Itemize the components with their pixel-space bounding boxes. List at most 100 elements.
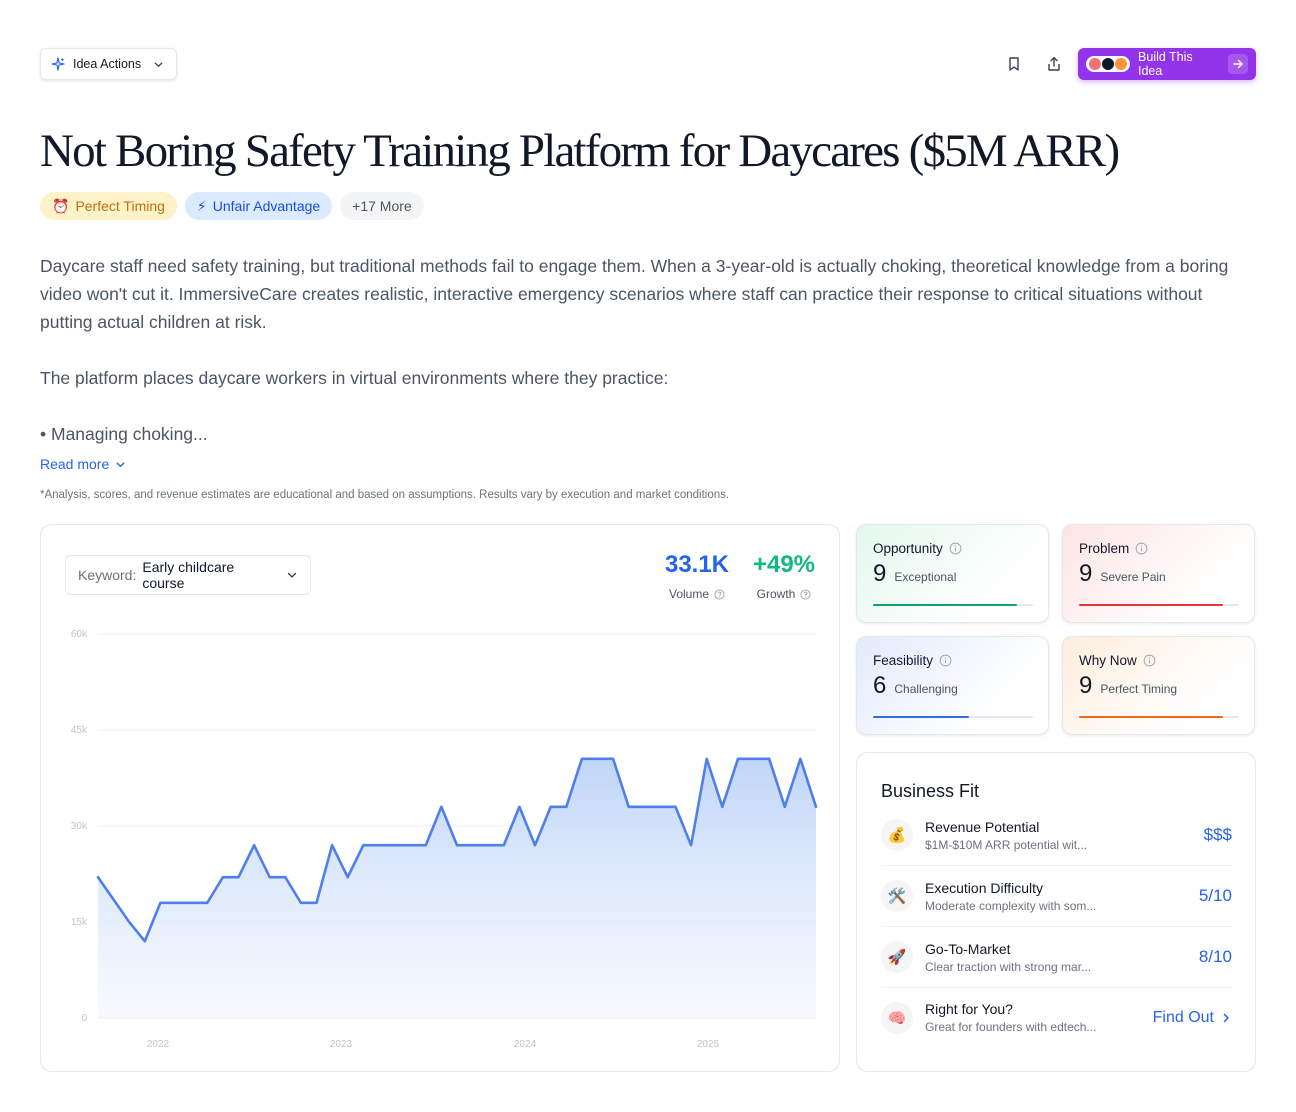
builder-logo-icon [1089,58,1101,70]
info-icon[interactable] [1143,654,1156,667]
disclaimer: *Analysis, scores, and revenue estimates… [40,489,730,501]
brain-icon: 🧠 [881,1001,913,1034]
row-subtitle: Moderate complexity with som... [925,898,1097,913]
x-tick-label: 2023 [330,1039,353,1050]
y-tick-label: 0 [81,1013,87,1024]
tag-label: Unfair Advantage [212,198,321,214]
tools-icon: 🛠️ [881,880,913,912]
idea-actions-button[interactable]: Idea Actions [40,48,178,80]
score-description: Severe Pain [1100,570,1166,584]
tag-label: Perfect Timing [75,198,165,214]
score-bar-fill [873,716,969,718]
build-this-idea-button[interactable]: Build This Idea [1078,48,1256,80]
score-bar-fill [1079,604,1223,606]
business-fit-card: Business Fit 💰 Revenue Potential $1M-$10… [856,752,1256,1072]
execution-difficulty-row[interactable]: 🛠️ Execution Difficulty Moderate complex… [881,866,1232,927]
keyword-value: Early childcare course [142,559,235,591]
score-bar-track [873,604,1033,606]
y-tick-label: 30k [71,821,88,832]
sparkle-icon [51,57,65,71]
score-description: Challenging [894,682,958,696]
info-icon[interactable] [939,654,952,667]
score-value: 9 [873,560,887,587]
help-icon[interactable] [714,588,725,600]
read-more-link[interactable]: Read more [40,456,126,472]
opportunity-score-card[interactable]: Opportunity 9 Exceptional [856,524,1049,623]
tag-perfect-timing[interactable]: ⏰ Perfect Timing [40,192,177,220]
y-tick-label: 15k [71,917,88,928]
chevron-down-icon [154,61,163,67]
trend-area [98,758,816,1018]
row-subtitle: $1M-$10M ARR potential wit... [925,837,1088,852]
business-fit-title: Business Fit [881,781,980,801]
volume-value: 33.1K [664,551,730,578]
row-value: $$$ [1203,825,1232,844]
right-for-you-row[interactable]: 🧠 Right for You? Great for founders with… [881,987,1232,1048]
x-tick-label: 2024 [514,1039,537,1050]
row-subtitle: Clear traction with strong mar... [925,959,1092,974]
top-bar: Idea Actions Build This Idea [40,48,1256,80]
score-description: Exceptional [894,570,957,584]
x-tick-label: 2022 [147,1039,170,1050]
share-icon [1048,56,1060,71]
info-icon[interactable] [949,542,962,555]
lightning-icon: ⚡ [196,197,207,214]
score-label: Opportunity [873,541,943,556]
row-value: 5/10 [1198,886,1232,905]
row-title: Revenue Potential [925,818,1040,835]
arrow-right-icon [1228,54,1248,74]
tag-unfair-advantage[interactable]: ⚡ Unfair Advantage [184,192,333,220]
find-out-label: Find Out [1152,1008,1214,1026]
alarm-clock-icon: ⏰ [52,197,70,214]
row-title: Go-To-Market [925,940,1011,957]
rocket-icon: 🚀 [881,941,913,973]
row-value: 8/10 [1198,947,1232,966]
page-title: Not Boring Safety Training Platform for … [40,125,1120,177]
volume-label: Volume [668,587,710,601]
row-subtitle: Great for founders with edtech... [925,1020,1097,1034]
volume-metric: 33.1K Volume [657,551,737,601]
trend-line [96,757,818,943]
chevron-down-icon [116,461,125,467]
find-out-link[interactable]: Find Out [1153,1009,1232,1027]
score-bar-track [873,716,1033,718]
row-title: Execution Difficulty [925,879,1044,896]
idea-actions-label: Idea Actions [73,57,142,71]
trend-chart: 0 15k 30k 45k 60k 2022 2023 2024 2025 [71,629,818,1050]
tag-label: +17 More [352,198,412,214]
score-description: Perfect Timing [1100,682,1178,696]
score-value: 6 [873,672,887,699]
description-bullet: • Managing choking... [40,424,208,444]
description-paragraph: Daycare staff need safety training, but … [40,256,1229,332]
x-tick-label: 2025 [697,1039,720,1050]
builder-logo-icon [1115,58,1127,70]
row-title: Right for You? [925,1001,1013,1017]
tag-more[interactable]: +17 More [340,192,424,220]
score-bar-track [1079,716,1239,718]
go-to-market-row[interactable]: 🚀 Go-To-Market Clear traction with stron… [881,927,1232,988]
problem-score-card[interactable]: Problem 9 Severe Pain [1062,524,1255,623]
feasibility-score-card[interactable]: Feasibility 6 Challenging [856,636,1049,735]
tag-list: ⏰ Perfect Timing ⚡ Unfair Advantage +17 … [40,192,424,220]
score-value: 9 [1079,560,1093,587]
keyword-select[interactable]: Keyword: Early childcare course [65,555,311,595]
revenue-potential-row[interactable]: 💰 Revenue Potential $1M-$10M ARR potenti… [881,805,1232,866]
info-icon[interactable] [1135,542,1148,555]
bookmark-button[interactable] [1002,52,1026,76]
score-bar-fill [1079,716,1223,718]
growth-metric: +49% Growth [747,551,821,601]
share-button[interactable] [1042,52,1066,76]
chevron-right-icon [1223,1013,1229,1022]
help-icon[interactable] [800,588,811,600]
money-bag-icon: 💰 [881,819,913,851]
keyword-trend-card: Keyword: Early childcare course 33.1K Vo… [40,524,840,1072]
chevron-down-icon [287,572,297,578]
growth-value: +49% [752,551,816,578]
y-tick-label: 60k [71,629,88,640]
y-tick-label: 45k [71,725,88,736]
why-now-score-card[interactable]: Why Now 9 Perfect Timing [1062,636,1255,735]
score-label: Feasibility [873,653,934,668]
build-this-idea-label: Build This Idea [1138,50,1193,78]
score-label: Why Now [1079,653,1137,668]
read-more-label: Read more [40,456,110,472]
